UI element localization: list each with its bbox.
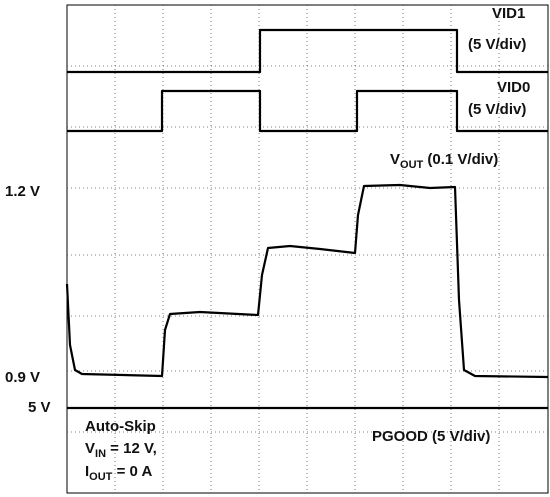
condition-text: Auto-Skip [85, 418, 156, 435]
vid0-trace [67, 89, 548, 133]
trace-label: VID1 [492, 5, 525, 22]
trace-label: PGOOD (5 V/div) [372, 428, 490, 445]
y-level-label: 5 V [28, 399, 51, 416]
trace-scale: (5 V/div) [468, 36, 526, 53]
plot-frame [66, 4, 549, 494]
condition-text: VIN = 12 V, [85, 440, 157, 460]
condition-text: IOUT = 0 A [85, 463, 152, 483]
trace-scale: (5 V/div) [468, 101, 526, 118]
trace-label: VOUT (0.1 V/div) [390, 151, 498, 171]
trace-label: VID0 [497, 79, 530, 96]
vout-trace [65, 183, 549, 379]
vid1-trace [67, 28, 548, 74]
y-level-label: 0.9 V [5, 369, 40, 386]
y-level-label: 1.2 V [5, 183, 40, 200]
